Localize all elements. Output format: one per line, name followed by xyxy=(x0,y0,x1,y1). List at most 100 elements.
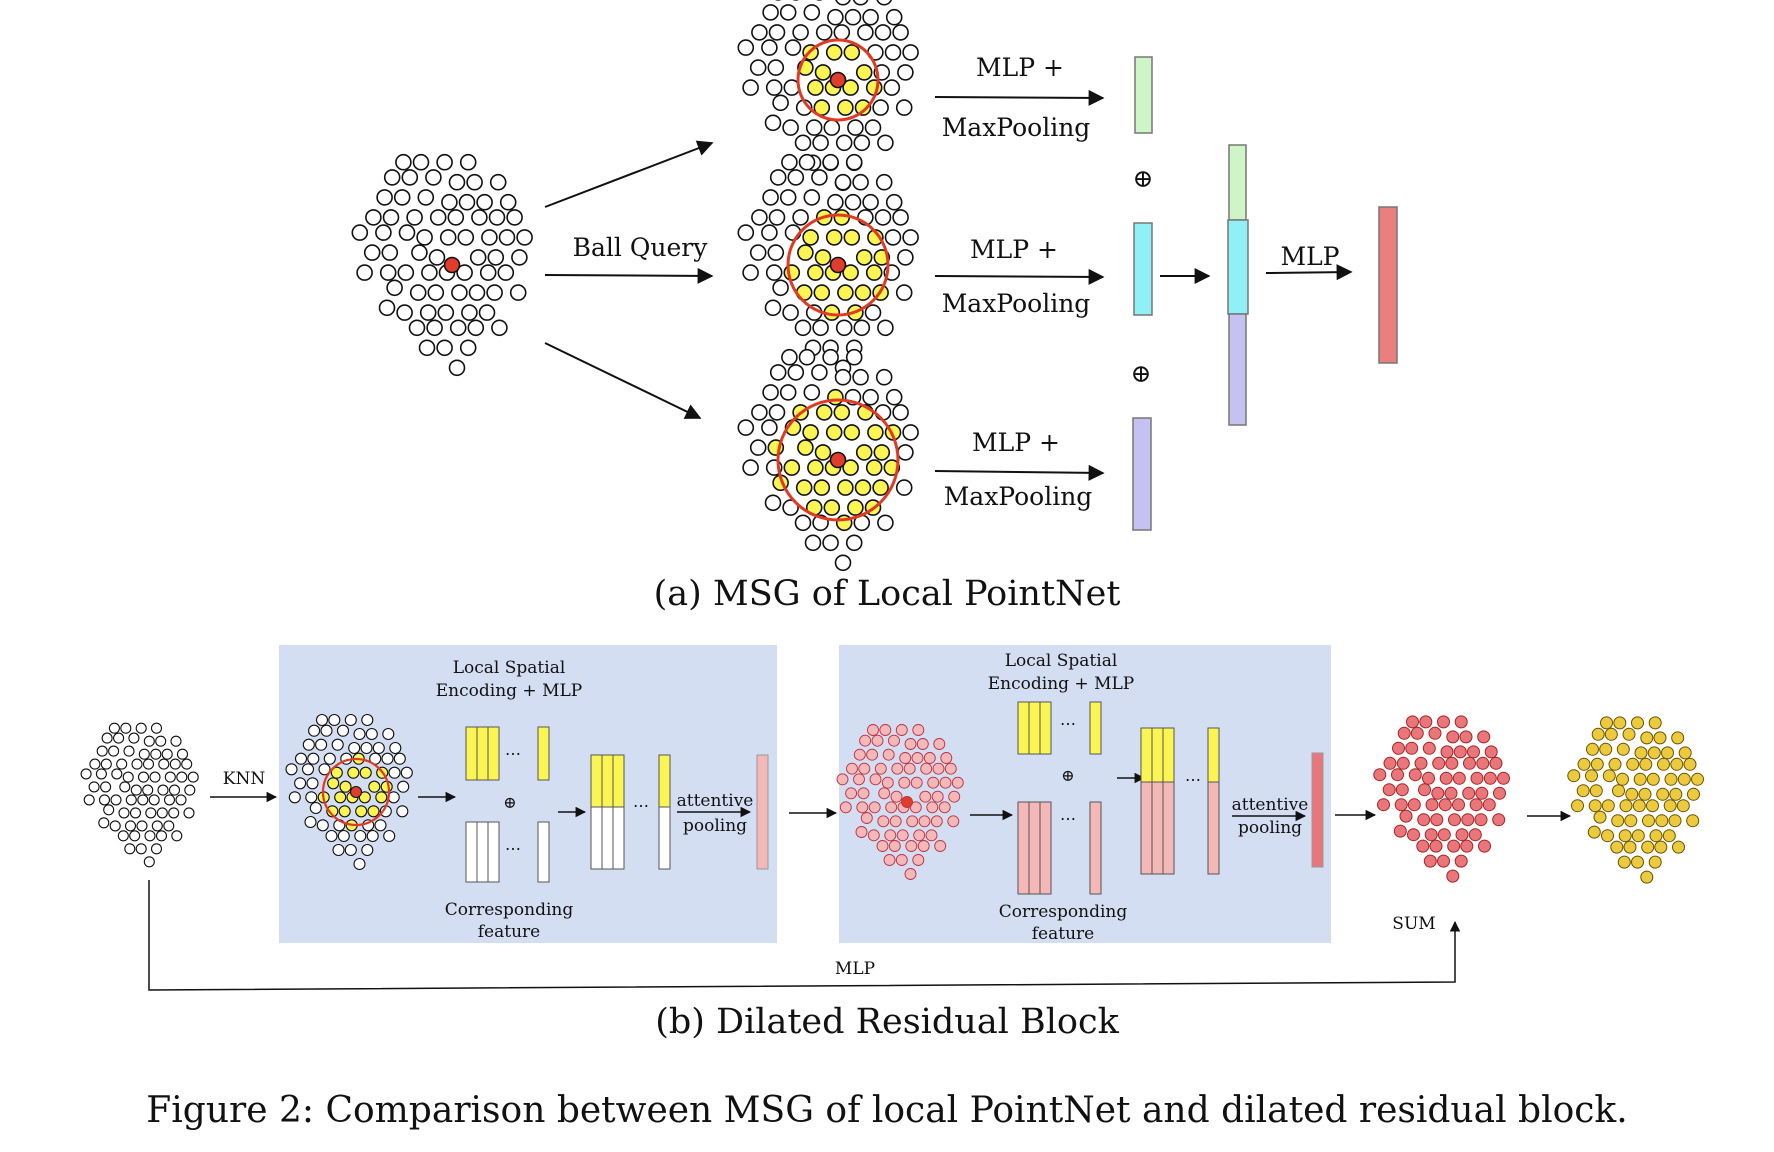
point xyxy=(862,388,879,406)
output-feature-bar xyxy=(1378,206,1398,364)
point xyxy=(1654,840,1668,854)
point xyxy=(853,134,871,152)
point xyxy=(175,794,187,806)
point xyxy=(768,404,786,421)
point xyxy=(365,727,378,741)
point xyxy=(751,404,768,421)
point xyxy=(764,299,782,317)
point xyxy=(768,209,786,226)
point xyxy=(1430,813,1444,827)
point xyxy=(934,840,947,852)
point xyxy=(1623,840,1637,854)
point xyxy=(1638,787,1652,801)
point xyxy=(1601,829,1614,843)
point xyxy=(155,735,167,747)
point xyxy=(877,514,894,532)
point xyxy=(393,752,406,765)
point xyxy=(1391,768,1404,782)
point xyxy=(383,829,396,843)
block-2-spatial-encoding-stack: … xyxy=(1017,701,1102,755)
point xyxy=(301,763,315,776)
output-point-cloud xyxy=(1567,716,1704,884)
point xyxy=(852,368,869,386)
arrow-to-branch-3 xyxy=(544,342,702,419)
point xyxy=(365,209,382,226)
point xyxy=(779,189,797,206)
point xyxy=(1611,814,1625,828)
point xyxy=(116,758,128,770)
point xyxy=(895,479,913,496)
point xyxy=(823,119,841,136)
point xyxy=(486,284,503,301)
skip-connection-line xyxy=(148,880,1461,991)
point xyxy=(181,758,193,770)
point xyxy=(781,348,798,366)
point xyxy=(927,776,940,789)
feature-column xyxy=(1207,727,1220,783)
feature-column xyxy=(1017,701,1030,755)
block-1-title-line1: Local Spatial xyxy=(453,658,566,678)
point xyxy=(429,209,447,226)
block-1-concatenated-stack: … xyxy=(590,754,671,870)
point xyxy=(1668,814,1682,828)
point xyxy=(903,762,916,775)
point xyxy=(142,758,155,770)
concat-feature-part-2 xyxy=(1227,219,1249,315)
sum-label: SUM xyxy=(1392,914,1435,934)
branch-1-point-cloud xyxy=(737,0,919,192)
point xyxy=(135,722,147,734)
final-mlp-label: MLP xyxy=(1280,242,1339,271)
point xyxy=(815,404,833,421)
block-1-concat-symbol: ⊕ xyxy=(503,793,516,812)
point xyxy=(1602,769,1616,783)
point xyxy=(904,868,917,880)
feature-column xyxy=(487,821,500,883)
feature-column xyxy=(537,821,550,883)
query-ball-ring xyxy=(321,757,391,827)
ellipsis: … xyxy=(505,835,521,854)
point xyxy=(409,284,427,301)
point xyxy=(842,459,859,476)
point xyxy=(98,794,111,806)
point xyxy=(163,794,176,806)
point xyxy=(1461,813,1475,827)
point xyxy=(176,748,189,760)
point xyxy=(930,815,943,828)
skip-mlp-label: MLP xyxy=(835,959,875,979)
point xyxy=(897,64,914,81)
point xyxy=(400,766,413,779)
point xyxy=(100,758,112,770)
point xyxy=(1691,772,1704,786)
point xyxy=(128,732,140,744)
center-point xyxy=(901,796,913,808)
point xyxy=(458,193,476,211)
point xyxy=(1417,813,1431,827)
point xyxy=(489,173,507,191)
point xyxy=(834,554,852,572)
point xyxy=(895,284,913,301)
point xyxy=(876,0,893,6)
block-2-concat-symbol: ⊕ xyxy=(1061,766,1074,785)
point xyxy=(397,780,410,793)
point xyxy=(803,189,821,206)
point xyxy=(895,99,913,116)
point xyxy=(136,820,148,832)
point xyxy=(902,424,919,441)
point xyxy=(448,359,466,377)
branch-2-mlp-label: MLP + xyxy=(970,235,1058,264)
point xyxy=(411,244,428,261)
point xyxy=(157,784,169,796)
point xyxy=(852,173,869,191)
point xyxy=(951,776,964,789)
point xyxy=(1478,839,1491,853)
point xyxy=(823,499,841,516)
point xyxy=(917,840,930,852)
point xyxy=(398,224,416,241)
point xyxy=(910,776,923,789)
point xyxy=(96,745,108,757)
point xyxy=(149,771,161,783)
point xyxy=(897,249,914,266)
point xyxy=(110,794,122,806)
point xyxy=(150,748,162,760)
